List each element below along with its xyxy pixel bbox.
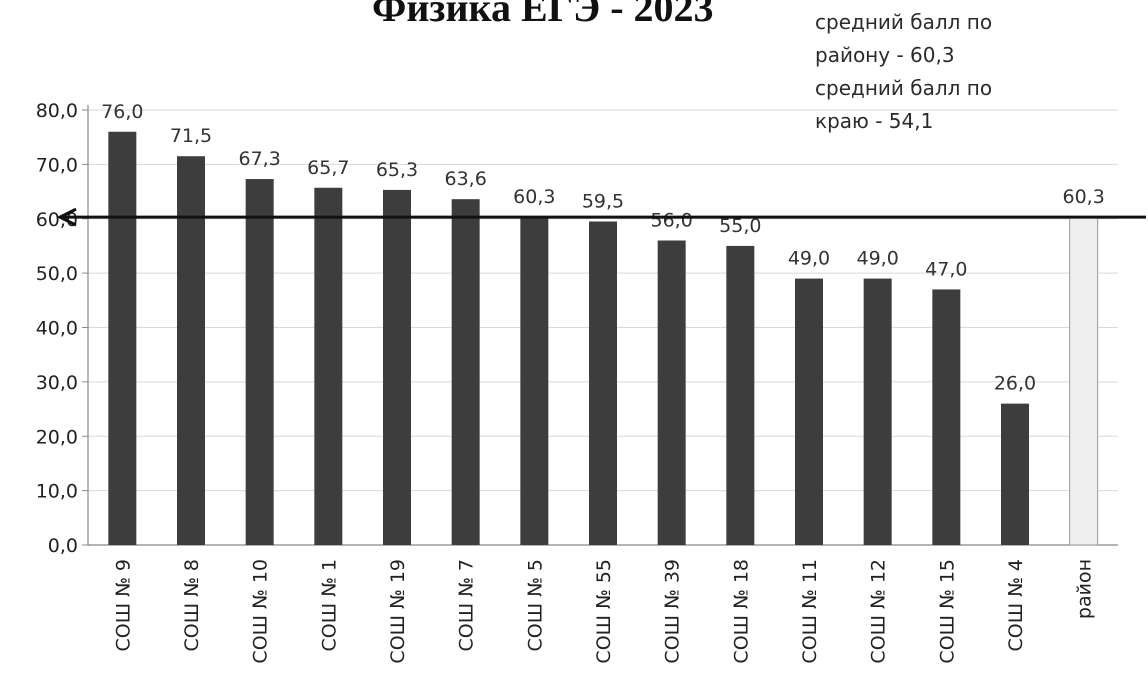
data-label: 56,0 (651, 210, 693, 232)
category-label: СОШ № 15 (936, 559, 958, 664)
category-label: СОШ № 11 (799, 559, 821, 664)
data-label: 71,5 (170, 125, 212, 147)
y-tick-label: 40,0 (36, 318, 78, 340)
bar (795, 278, 823, 545)
category-label: район (1074, 559, 1096, 619)
category-label: СОШ № 7 (456, 559, 478, 651)
data-label: 55,0 (719, 215, 761, 237)
bar (245, 179, 274, 545)
bar (1069, 216, 1099, 546)
data-label: 65,7 (307, 157, 349, 179)
note-line: краю - 54,1 (815, 109, 934, 133)
category-label: СОШ № 4 (1005, 559, 1027, 651)
bar (177, 156, 205, 545)
legend-note: средний балл по району - 60,3 средний ба… (815, 6, 1115, 138)
bar (932, 289, 961, 545)
bar (314, 187, 343, 545)
y-tick-label: 10,0 (36, 481, 78, 503)
bar (863, 278, 892, 545)
y-tick-label: 30,0 (36, 372, 78, 394)
bar (1001, 403, 1029, 545)
category-label: СОШ № 10 (250, 559, 272, 664)
bar (726, 245, 755, 545)
data-label: 59,5 (582, 190, 624, 212)
y-tick-label: 50,0 (36, 263, 78, 285)
category-label: СОШ № 18 (730, 559, 752, 664)
data-label: 49,0 (857, 248, 899, 270)
category-label: СОШ № 5 (524, 559, 546, 651)
data-label: 67,3 (239, 148, 281, 170)
category-label: СОШ № 1 (318, 559, 340, 651)
bar (520, 217, 549, 545)
data-label: 76,0 (101, 101, 143, 123)
reference-arrow (56, 207, 77, 227)
note-line: району - 60,3 (815, 43, 955, 67)
y-tick-label: 80,0 (36, 100, 78, 122)
category-label: СОШ № 39 (662, 559, 684, 664)
data-label: 60,3 (1063, 186, 1105, 208)
category-label: СОШ № 9 (112, 559, 134, 651)
data-label: 47,0 (925, 258, 967, 280)
data-label: 26,0 (994, 373, 1036, 395)
data-label: 63,6 (445, 168, 487, 190)
bar (589, 221, 617, 545)
data-label: 60,3 (513, 186, 555, 208)
bar (657, 240, 686, 545)
chart-title: Физика ЕГЭ - 2023 (372, 0, 714, 30)
bar (108, 131, 137, 545)
category-label: СОШ № 12 (868, 559, 890, 664)
category-label: СОШ № 55 (593, 559, 615, 664)
note-line: средний балл по (815, 76, 993, 100)
bar (451, 199, 480, 546)
data-label: 65,3 (376, 159, 418, 181)
bar (383, 189, 411, 545)
category-label: СОШ № 19 (387, 559, 409, 664)
y-tick-label: 0,0 (48, 535, 78, 557)
category-label: СОШ № 8 (181, 559, 203, 651)
note-line: средний балл по (815, 10, 993, 34)
y-tick-label: 20,0 (36, 426, 78, 448)
data-label: 49,0 (788, 248, 830, 270)
y-tick-label: 70,0 (36, 154, 78, 176)
